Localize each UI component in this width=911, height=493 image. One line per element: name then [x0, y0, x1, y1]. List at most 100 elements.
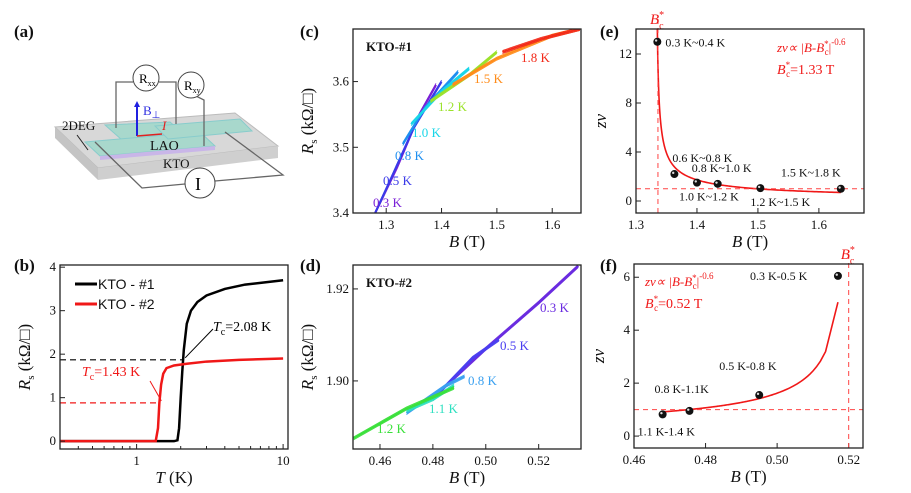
critical-field-value: B* c=1.33 T [777, 60, 835, 79]
data-point-highlight [756, 392, 760, 396]
panel-label-b: (b) [14, 256, 35, 275]
y-axis-label-part: s [308, 376, 320, 380]
y-axis-label-part: (kΩ/□) [298, 88, 317, 140]
x-tick-label: 0.52 [837, 452, 860, 467]
data-point [755, 391, 764, 400]
x-tick-label: 1.6 [811, 217, 828, 232]
series-trace [452, 30, 580, 87]
y-tick-label: 2 [624, 375, 631, 390]
temperature-label: 0.3 K [540, 300, 570, 315]
svg-text:Rxy: Rxy [184, 78, 201, 95]
fit-formula-part: | [697, 274, 700, 289]
series-0-5-k [432, 338, 500, 401]
y-axis-label-part: zv [589, 348, 608, 364]
plot-area [662, 301, 839, 413]
plot-frame [352, 28, 582, 214]
wires [94, 81, 285, 189]
point-label: 1.2 K~1.5 K [750, 195, 810, 209]
series-trace [353, 388, 455, 441]
plot-frame [352, 264, 582, 450]
b-field-arrowhead [134, 101, 140, 107]
temperature-label: 0.5 K [500, 338, 530, 353]
y-tick-label: 8 [626, 95, 633, 110]
data-point [685, 406, 694, 415]
b-perp-label: B⊥ [143, 103, 160, 121]
power-law-fit [656, 29, 841, 194]
plot-frame [635, 28, 865, 214]
x-axis-label-part: (K) [165, 468, 193, 487]
critical-field-value-part: B [645, 297, 654, 312]
tc-annotation-part: =1.43 K [94, 365, 140, 380]
critical-field-value-part: =0.52 T [658, 297, 703, 312]
x-axis-label-part: B [730, 467, 741, 486]
critical-field-marker-part: B [650, 12, 659, 28]
series-trace [502, 30, 580, 54]
y-axis-label-part: R [298, 379, 317, 391]
rxy-meter: Rxy [177, 71, 205, 99]
rxx-subscript: xx [148, 79, 156, 88]
fit-formula-part: -0.6 [831, 37, 846, 47]
series-kto-2 [60, 357, 284, 443]
y-tick-label: 3.5 [333, 139, 349, 154]
series-trace [502, 29, 576, 51]
plot-area [353, 265, 580, 441]
panel-label-f: (f) [600, 256, 617, 275]
fit-formula-part: zv∝ |B-B [644, 274, 692, 289]
y-axis-label-part: zv [591, 113, 610, 129]
critical-field-value-part: c [654, 303, 658, 313]
panel-c-plot: 1.3 1.4 1.5 1.6 3.4 3.5 3.6 B (T) Rs (kΩ/□) 0.3 K… [298, 28, 582, 251]
point-label: 0.6 K~0.8 K [672, 151, 732, 165]
y-axis-label-part: s [25, 376, 37, 380]
x-axis-label: B (T) [449, 232, 485, 251]
series-1-5-k [452, 29, 581, 86]
power-law-fit [662, 301, 839, 413]
x-tick-label: 1.5 [489, 217, 505, 232]
y-axis-label: Rs (kΩ/□) [298, 324, 320, 391]
x-tick-label: 0.48 [694, 452, 717, 467]
tc-annotation: Tc=2.08 K [213, 320, 271, 338]
fit-formula: zv∝ |B-B* c|-0.6 [644, 271, 714, 291]
data-point [692, 178, 701, 187]
series-1-8-k [502, 29, 581, 53]
y-axis-label-part: (kΩ/□) [15, 324, 34, 376]
tc-annotation-part: c [90, 372, 95, 383]
critical-field-value: B* c=0.52 T [645, 294, 703, 313]
y-tick-label: 0 [626, 193, 633, 208]
tc-annotation-part: c [221, 327, 226, 338]
plot-area [374, 29, 581, 213]
data-point [836, 184, 845, 193]
temperature-label: 1.1 K [429, 401, 459, 416]
point-label: 0.8 K-1.1K [654, 382, 709, 396]
x-tick-label: 1.4 [433, 217, 450, 232]
y-tick-label: 1.92 [326, 281, 349, 296]
x-axis-label: B (T) [449, 468, 485, 487]
data-point [833, 271, 842, 280]
tc-annotation-part: T [82, 365, 91, 380]
series-1-2-k [353, 386, 455, 440]
rxy-symbol: R [184, 78, 193, 93]
rxy-subscript: xy [193, 86, 201, 95]
temperature-label: 0.5 K [383, 173, 413, 188]
fit-formula-part: | [829, 40, 832, 55]
rxx-symbol: R [139, 71, 148, 86]
series-trace [445, 267, 579, 388]
temperature-label: 0.8 K [395, 148, 425, 163]
y-axis-label: zv [589, 348, 608, 364]
x-axis-label-part: B [449, 468, 460, 487]
tc-arrow [149, 380, 162, 402]
critical-field-value-part: * [654, 294, 659, 304]
x-tick-label: 10 [277, 453, 290, 468]
x-tick-label: 0.52 [527, 453, 550, 468]
point-label: 0.3 K~0.4 K [665, 36, 725, 50]
y-axis-label-part: s [308, 140, 320, 144]
panel-e-plot: 1.3 1.4 1.5 1.6 0 4 8 12 B (T) zv 0.3 K~0.4 K 0.6 K… [591, 10, 865, 251]
critical-field-value-part: * [786, 60, 791, 70]
x-tick-label: 1.6 [544, 217, 561, 232]
point-label: 0.5 K-0.8 K [719, 359, 777, 373]
plot-frame [633, 263, 864, 449]
series-kto-1 [60, 278, 284, 443]
panel-label-c: (c) [300, 22, 319, 41]
x-axis-label-part: B [449, 232, 460, 251]
